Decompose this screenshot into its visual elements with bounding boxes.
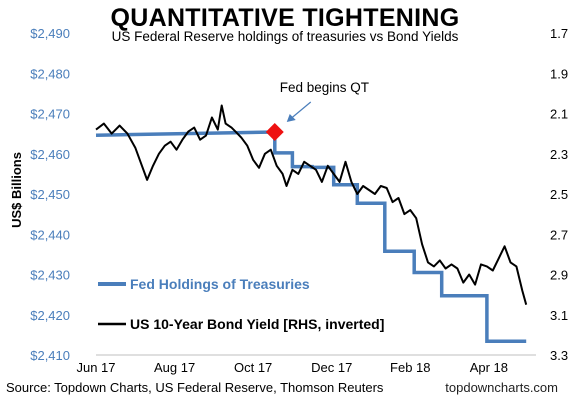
left-tick-label: $2,480 bbox=[30, 66, 70, 81]
x-tick-label: Apr 18 bbox=[470, 360, 508, 375]
left-tick-label: $2,440 bbox=[30, 227, 70, 242]
right-tick-label: 2.3 bbox=[550, 147, 568, 162]
left-axis-label: US$ Billions bbox=[9, 152, 24, 228]
x-tick-label: Jun 17 bbox=[76, 360, 115, 375]
series-fed-holdings-line bbox=[95, 130, 527, 344]
x-tick-label: Dec 17 bbox=[311, 360, 352, 375]
legend-label-yield: US 10-Year Bond Yield [RHS, inverted] bbox=[130, 316, 384, 332]
legend: Fed Holdings of Treasuries US 10-Year Bo… bbox=[98, 276, 384, 332]
annotation-arrow-head bbox=[286, 114, 296, 123]
chart-subtitle: US Federal Reserve holdings of treasurie… bbox=[111, 29, 459, 44]
qt-start-marker bbox=[265, 123, 284, 142]
left-tick-label: $2,460 bbox=[30, 147, 70, 162]
chart-series bbox=[95, 104, 528, 344]
left-axis-ticks: $2,490 $2,480 $2,470 $2,460 $2,450 $2,440 $2,4… bbox=[30, 26, 70, 363]
x-tick-label: Feb 18 bbox=[390, 360, 430, 375]
right-axis-ticks: 1.7 1.9 2.1 2.3 2.5 2.7 2.9 3.1 3.3 bbox=[550, 26, 568, 363]
x-tick-label: Oct 17 bbox=[234, 360, 272, 375]
right-tick-label: 2.5 bbox=[550, 187, 568, 202]
annotation-fed-begins-qt: Fed begins QT bbox=[280, 80, 369, 95]
annotation-group: Fed begins QT bbox=[265, 80, 369, 142]
series-10y-yield-line bbox=[95, 104, 528, 305]
source-note: Source: Topdown Charts, US Federal Reser… bbox=[6, 380, 384, 395]
x-tick-label: Aug 17 bbox=[154, 360, 195, 375]
right-tick-label: 1.7 bbox=[550, 26, 568, 41]
left-tick-label: $2,410 bbox=[30, 348, 70, 363]
right-tick-label: 2.9 bbox=[550, 268, 568, 283]
left-tick-label: $2,450 bbox=[30, 187, 70, 202]
annotation-arrow-shaft bbox=[289, 101, 312, 120]
chart-title: QUANTITATIVE TIGHTENING bbox=[110, 4, 460, 32]
left-tick-label: $2,490 bbox=[30, 26, 70, 41]
left-tick-label: $2,420 bbox=[30, 308, 70, 323]
legend-label-holdings: Fed Holdings of Treasuries bbox=[130, 276, 310, 292]
x-axis-ticks: Jun 17 Aug 17 Oct 17 Dec 17 Feb 18 Apr 18 bbox=[76, 360, 508, 375]
left-tick-label: $2,430 bbox=[30, 268, 70, 283]
right-tick-label: 2.7 bbox=[550, 227, 568, 242]
right-tick-label: 2.1 bbox=[550, 107, 568, 122]
right-tick-label: 3.1 bbox=[550, 308, 568, 323]
left-tick-label: $2,470 bbox=[30, 107, 70, 122]
right-tick-label: 3.3 bbox=[550, 348, 568, 363]
website-credit: topdowncharts.com bbox=[445, 380, 558, 395]
right-tick-label: 1.9 bbox=[550, 66, 568, 81]
